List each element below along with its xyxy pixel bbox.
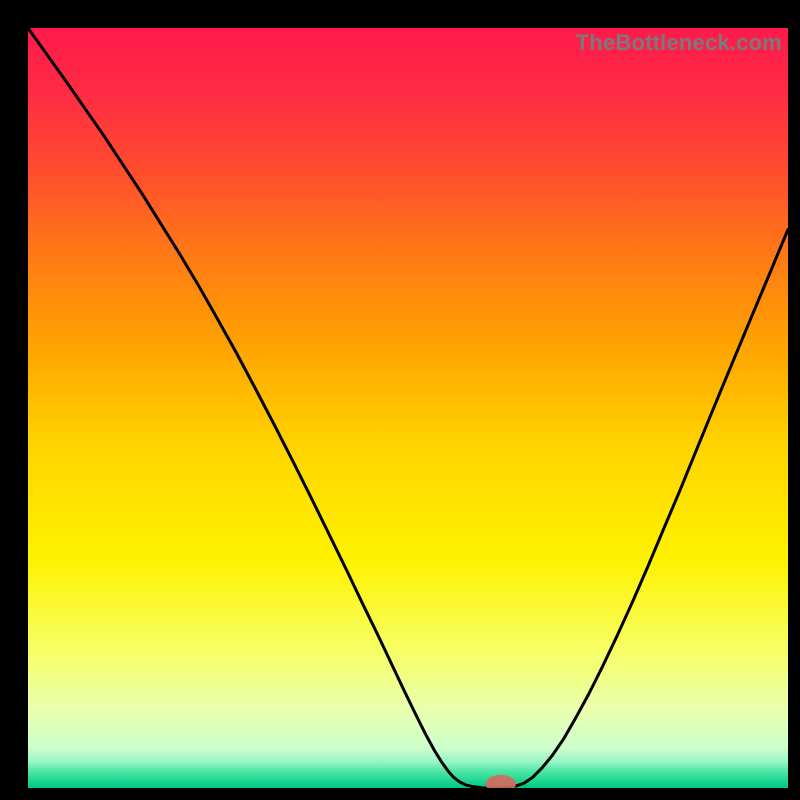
watermark-text: TheBottleneck.com xyxy=(576,30,782,56)
gradient-background xyxy=(28,28,788,788)
plot-svg xyxy=(28,28,788,788)
chart-frame: TheBottleneck.com xyxy=(0,0,800,800)
plot-area: TheBottleneck.com xyxy=(28,28,788,788)
